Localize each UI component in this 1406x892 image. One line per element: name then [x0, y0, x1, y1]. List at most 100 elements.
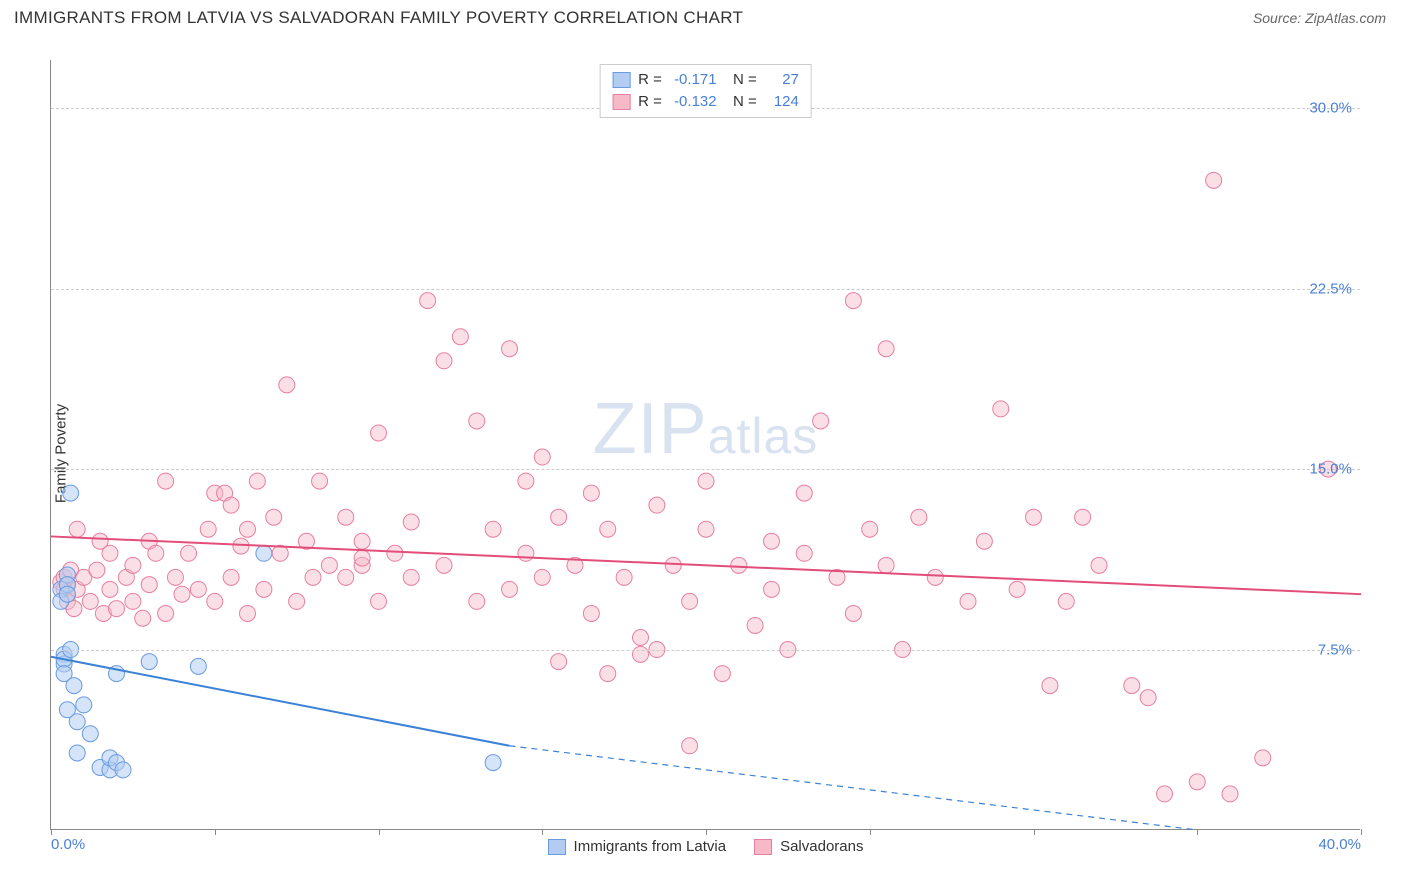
- x-tick: [706, 829, 707, 835]
- data-point-salvadorans: [420, 293, 436, 309]
- y-tick-label: 15.0%: [1309, 461, 1352, 478]
- page-title: IMMIGRANTS FROM LATVIA VS SALVADORAN FAM…: [14, 8, 743, 28]
- data-point-salvadorans: [1206, 172, 1222, 188]
- x-tick: [51, 829, 52, 835]
- data-point-latvia: [66, 678, 82, 694]
- data-point-salvadorans: [207, 593, 223, 609]
- data-point-salvadorans: [502, 341, 518, 357]
- data-point-salvadorans: [551, 654, 567, 670]
- data-point-salvadorans: [82, 593, 98, 609]
- data-point-salvadorans: [682, 738, 698, 754]
- data-point-salvadorans: [518, 473, 534, 489]
- data-point-salvadorans: [371, 593, 387, 609]
- data-point-salvadorans: [1189, 774, 1205, 790]
- source-attribution: Source: ZipAtlas.com: [1253, 10, 1386, 26]
- x-tick: [215, 829, 216, 835]
- data-point-salvadorans: [403, 569, 419, 585]
- data-point-salvadorans: [583, 605, 599, 621]
- data-point-salvadorans: [158, 605, 174, 621]
- data-point-salvadorans: [289, 593, 305, 609]
- data-point-salvadorans: [960, 593, 976, 609]
- data-point-salvadorans: [682, 593, 698, 609]
- data-point-salvadorans: [266, 509, 282, 525]
- y-tick-label: 22.5%: [1309, 280, 1352, 297]
- data-point-salvadorans: [240, 521, 256, 537]
- data-point-salvadorans: [240, 605, 256, 621]
- data-point-salvadorans: [1042, 678, 1058, 694]
- gridline: [51, 650, 1360, 651]
- correlation-legend: R = -0.171 N = 27 R = -0.132 N = 124: [599, 64, 812, 118]
- data-point-salvadorans: [190, 581, 206, 597]
- swatch-latvia: [612, 72, 630, 88]
- data-point-salvadorans: [233, 538, 249, 554]
- data-point-salvadorans: [102, 545, 118, 561]
- x-tick: [542, 829, 543, 835]
- legend-row-salvadorans: R = -0.132 N = 124: [612, 91, 799, 113]
- data-point-salvadorans: [665, 557, 681, 573]
- data-point-salvadorans: [731, 557, 747, 573]
- data-point-salvadorans: [338, 569, 354, 585]
- trend-line-latvia: [51, 657, 510, 746]
- data-point-salvadorans: [181, 545, 197, 561]
- data-point-salvadorans: [1026, 509, 1042, 525]
- data-point-salvadorans: [845, 293, 861, 309]
- data-point-salvadorans: [371, 425, 387, 441]
- data-point-salvadorans: [469, 413, 485, 429]
- data-point-salvadorans: [911, 509, 927, 525]
- x-tick-label: 40.0%: [1318, 836, 1361, 853]
- data-point-salvadorans: [600, 521, 616, 537]
- data-point-salvadorans: [878, 341, 894, 357]
- trend-line-dash-latvia: [510, 746, 1198, 830]
- x-tick: [1034, 829, 1035, 835]
- data-point-salvadorans: [1157, 786, 1173, 802]
- gridline: [51, 469, 1360, 470]
- data-point-salvadorans: [518, 545, 534, 561]
- data-point-salvadorans: [387, 545, 403, 561]
- trend-line-salvadorans: [51, 536, 1361, 594]
- data-point-salvadorans: [616, 569, 632, 585]
- swatch-latvia: [548, 839, 566, 855]
- scatter-chart: Family Poverty ZIPatlas R = -0.171 N = 2…: [50, 60, 1360, 830]
- data-point-salvadorans: [747, 617, 763, 633]
- data-point-salvadorans: [714, 666, 730, 682]
- data-point-salvadorans: [698, 473, 714, 489]
- data-point-salvadorans: [338, 509, 354, 525]
- data-point-salvadorans: [862, 521, 878, 537]
- data-point-salvadorans: [436, 353, 452, 369]
- data-point-salvadorans: [813, 413, 829, 429]
- data-point-latvia: [76, 697, 92, 713]
- data-point-latvia: [69, 714, 85, 730]
- x-tick: [1197, 829, 1198, 835]
- data-point-salvadorans: [200, 521, 216, 537]
- data-point-latvia: [485, 755, 501, 771]
- data-point-salvadorans: [305, 569, 321, 585]
- data-point-latvia: [115, 762, 131, 778]
- data-point-salvadorans: [534, 569, 550, 585]
- data-point-salvadorans: [845, 605, 861, 621]
- data-point-salvadorans: [878, 557, 894, 573]
- data-point-salvadorans: [167, 569, 183, 585]
- data-point-salvadorans: [993, 401, 1009, 417]
- data-point-latvia: [141, 654, 157, 670]
- data-point-salvadorans: [764, 581, 780, 597]
- data-point-salvadorans: [89, 562, 105, 578]
- data-point-salvadorans: [1255, 750, 1271, 766]
- data-point-salvadorans: [1091, 557, 1107, 573]
- data-point-salvadorans: [69, 521, 85, 537]
- data-point-salvadorans: [796, 545, 812, 561]
- swatch-salvadorans: [612, 94, 630, 110]
- data-point-salvadorans: [633, 630, 649, 646]
- data-point-salvadorans: [174, 586, 190, 602]
- data-point-salvadorans: [223, 569, 239, 585]
- data-point-salvadorans: [125, 557, 141, 573]
- data-point-latvia: [82, 726, 98, 742]
- data-point-salvadorans: [502, 581, 518, 597]
- y-tick-label: 7.5%: [1318, 641, 1352, 658]
- legend-row-latvia: R = -0.171 N = 27: [612, 69, 799, 91]
- data-point-salvadorans: [469, 593, 485, 609]
- data-point-latvia: [190, 658, 206, 674]
- data-point-salvadorans: [1124, 678, 1140, 694]
- legend-item-salvadorans: Salvadorans: [754, 838, 863, 855]
- series-legend: Immigrants from Latvia Salvadorans: [548, 838, 864, 855]
- data-point-salvadorans: [649, 497, 665, 513]
